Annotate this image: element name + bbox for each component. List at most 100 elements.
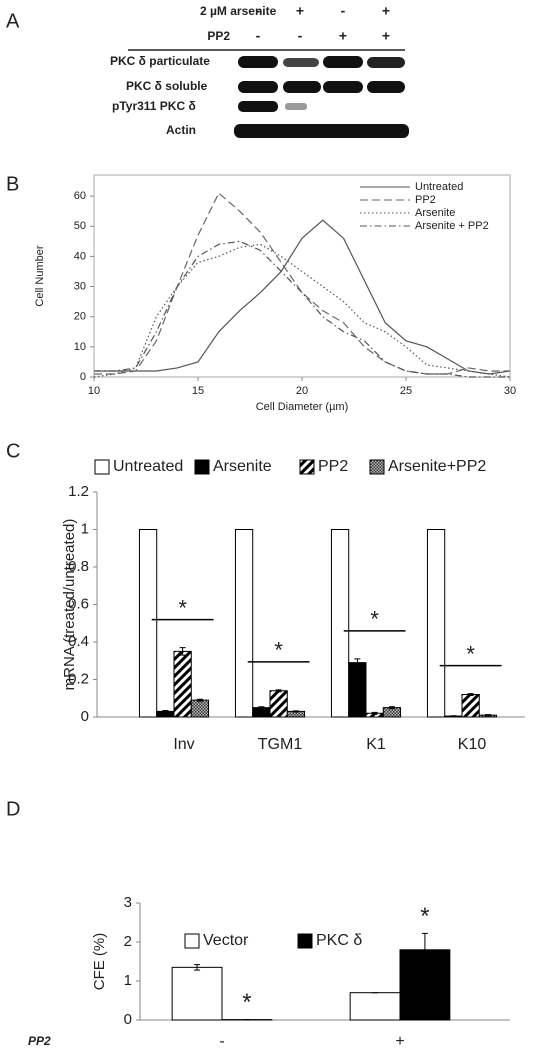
y-tick-label: 2 [124, 933, 132, 950]
x-tick-label: 10 [88, 385, 100, 397]
band [234, 124, 409, 138]
plot-frame [93, 174, 511, 378]
y-tick-label: 50 [74, 220, 86, 232]
band [285, 103, 307, 110]
legend-swatch [184, 933, 200, 949]
treatment-label: 2 µM arsenite [200, 4, 277, 18]
bar [138, 529, 158, 718]
treatment-sign: - [341, 3, 346, 19]
error-bar [292, 710, 299, 713]
treatment-sign: - [256, 28, 261, 44]
band [238, 101, 278, 112]
series-line [93, 243, 511, 378]
band [367, 57, 405, 68]
y-tick-label: 1 [81, 520, 89, 537]
row-label: Actin [166, 123, 196, 137]
y-tick-label: 20 [74, 311, 86, 323]
significance-marker: * [370, 607, 379, 632]
significance-marker: * [420, 903, 429, 930]
x-tick-label: TGM1 [258, 736, 303, 753]
legend-swatch [194, 459, 210, 475]
x-tick-label: 30 [504, 385, 516, 397]
y-tick-label: 60 [74, 190, 86, 202]
y-tick-label: 10 [74, 341, 86, 353]
error-bar [484, 714, 491, 717]
x-tick-label: 15 [192, 385, 204, 397]
bar [461, 694, 480, 718]
band [283, 81, 321, 93]
legend-swatch [297, 933, 313, 949]
series-line [94, 192, 510, 375]
y-tick-label: 1 [124, 972, 132, 989]
series-line [94, 219, 511, 375]
error-bar [450, 715, 457, 717]
legend-label: Untreated [415, 181, 463, 193]
error-bar [371, 711, 378, 715]
legend-label: Vector [203, 932, 249, 949]
x-axis-title: Cell Diameter (µm) [256, 401, 349, 413]
bar [330, 529, 350, 718]
treatment-label: PP2 [207, 29, 230, 43]
row-label: pTyr311 PKC δ [112, 99, 196, 113]
significance-marker: * [178, 595, 187, 620]
y-tick-label: 3 [124, 894, 132, 911]
y-tick-label: 30 [74, 280, 86, 292]
error-bar [162, 709, 169, 713]
error-bar [194, 964, 201, 971]
y-axis-title: Cell Number [34, 245, 46, 306]
error-bar [179, 647, 186, 656]
y-tick-label: 40 [74, 250, 86, 262]
series-line [94, 240, 510, 378]
x-tick-label: K1 [366, 736, 386, 753]
treatment-sign: + [382, 3, 390, 19]
error-bar [421, 932, 428, 967]
legend-swatch [94, 459, 110, 475]
x-tick-label: - [219, 1033, 224, 1050]
legend-label: PKC δ [316, 932, 362, 949]
error-bar [258, 706, 265, 710]
band [238, 56, 278, 68]
band [323, 81, 363, 93]
x-tick-label: + [395, 1033, 404, 1050]
bar [190, 699, 210, 718]
legend-label: Arsenite + PP2 [415, 220, 489, 232]
bar [348, 662, 367, 718]
x-axis-title: PP2 [28, 1034, 51, 1048]
blot-bands [234, 56, 409, 138]
treatment-sign: + [296, 3, 304, 19]
y-tick-label: 0.4 [68, 633, 89, 650]
row-label: PKC δ particulate [110, 54, 210, 68]
error-bar [467, 693, 474, 696]
legend-label: Untreated [113, 458, 183, 475]
panel-label: D [6, 798, 20, 820]
band [367, 81, 405, 93]
legend-label: Arsenite [213, 458, 272, 475]
panel-label: A [6, 10, 20, 32]
y-tick-label: 0.6 [68, 595, 89, 612]
y-tick-label: 1.2 [68, 483, 89, 500]
bar [426, 529, 446, 718]
legend-label: PP2 [415, 194, 436, 206]
bar [269, 690, 288, 718]
error-bar [196, 698, 203, 702]
treatment-sign: - [298, 28, 303, 44]
significance-marker: * [242, 989, 251, 1016]
band [323, 56, 363, 68]
treatment-sign: - [256, 3, 261, 19]
panel-label: C [6, 440, 20, 462]
legend-swatch [369, 459, 385, 475]
bar [173, 650, 192, 718]
significance-marker: * [274, 638, 283, 663]
significance-marker: * [466, 641, 475, 666]
y-axis-title: CFE (%) [91, 933, 108, 991]
y-tick-label: 0 [124, 1011, 132, 1028]
treatment-sign: + [382, 28, 390, 44]
x-tick-label: 25 [400, 385, 412, 397]
band [283, 58, 319, 67]
x-tick-label: Inv [173, 736, 194, 753]
y-tick-label: 0.8 [68, 558, 89, 575]
legend-label: PP2 [318, 458, 348, 475]
row-label: PKC δ soluble [126, 79, 208, 93]
